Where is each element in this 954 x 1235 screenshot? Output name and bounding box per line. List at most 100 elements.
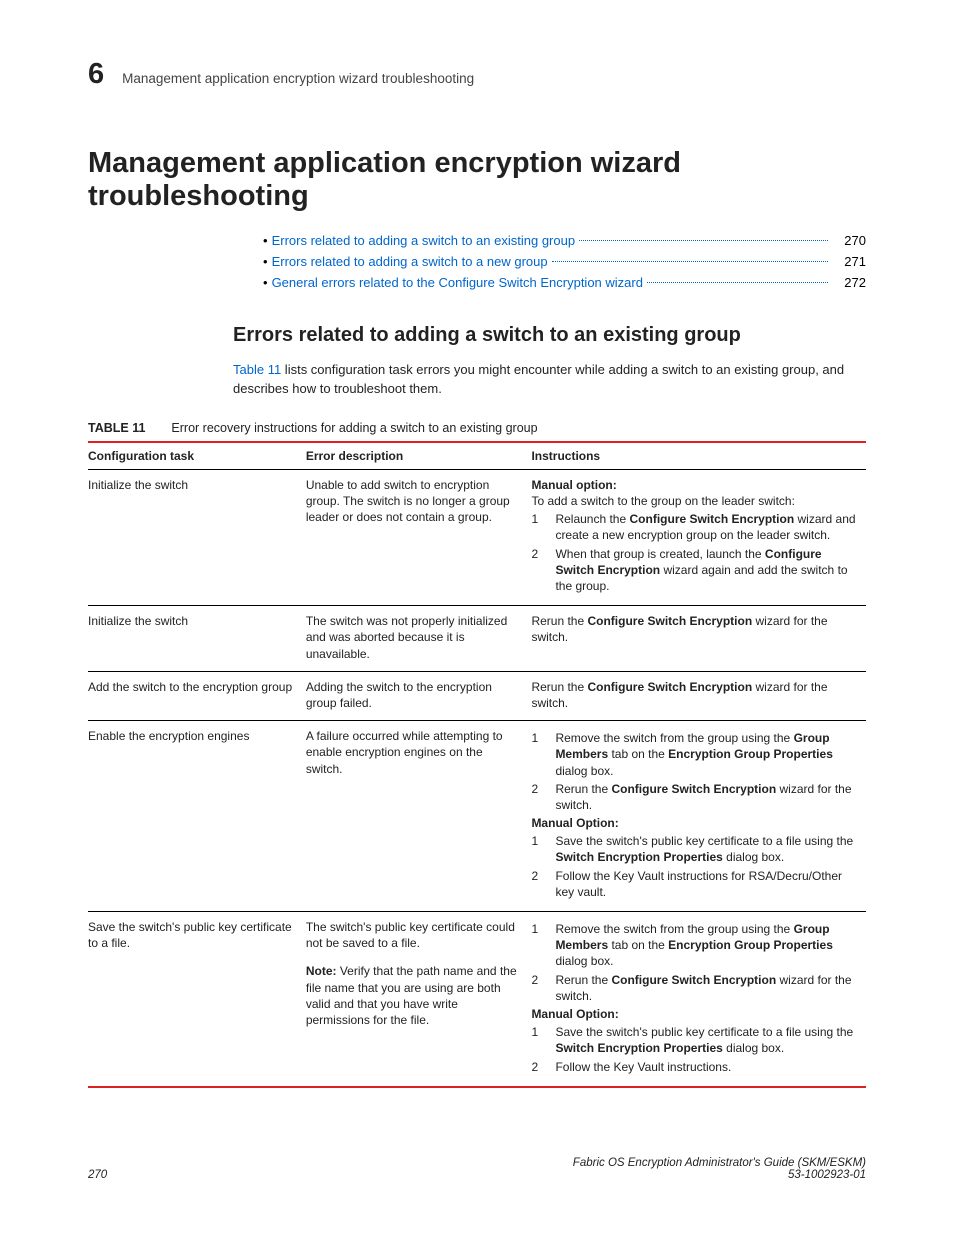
chapter-number: 6	[88, 58, 104, 91]
bold-term: Switch Encryption Properties	[555, 1041, 722, 1055]
list-text: Rerun the Configure Switch Encryption wi…	[555, 972, 856, 1004]
list-text: Remove the switch from the group using t…	[555, 921, 856, 970]
table-row: Add the switch to the encryption groupAd…	[88, 671, 866, 720]
list-item: 2When that group is created, launch the …	[531, 546, 856, 595]
list-number: 2	[531, 1059, 545, 1075]
table-row: Initialize the switchThe switch was not …	[88, 606, 866, 672]
bullet-icon: •	[263, 275, 268, 290]
table-row: Initialize the switchUnable to add switc…	[88, 469, 866, 605]
troubleshooting-table: Configuration task Error description Ins…	[88, 441, 866, 1088]
list-item: 2 Follow the Key Vault instructions.	[531, 1059, 856, 1075]
instruction-text: Rerun the Configure Switch Encryption wi…	[531, 679, 856, 711]
ordered-list: 1Remove the switch from the group using …	[531, 730, 856, 813]
footer-docnum: 53-1002923-01	[573, 1169, 866, 1181]
manual-option-label: Manual option:	[531, 478, 616, 492]
bold-term: Configure Switch Encryption	[555, 547, 821, 577]
section-heading: Errors related to adding a switch to an …	[233, 324, 866, 347]
note-label: Note:	[306, 964, 337, 978]
table-xref[interactable]: Table 11	[233, 362, 281, 377]
list-number: 2	[531, 781, 545, 813]
toc-leader	[579, 240, 828, 241]
list-text: Rerun the Configure Switch Encryption wi…	[555, 781, 856, 813]
running-head-text: Management application encryption wizard…	[122, 71, 474, 86]
table-label: TABLE 11	[88, 421, 145, 435]
instruction-lead: To add a switch to the group on the lead…	[531, 493, 856, 509]
bold-term: Configure Switch Encryption	[611, 973, 776, 987]
cell-instructions: Manual option:To add a switch to the gro…	[531, 469, 866, 605]
list-number: 1	[531, 921, 545, 970]
cell-task: Save the switch's public key certificate…	[88, 912, 306, 1087]
ordered-list: 1 Save the switch's public key certificat…	[531, 1024, 856, 1075]
list-item: 1Remove the switch from the group using …	[531, 730, 856, 779]
cell-task: Initialize the switch	[88, 469, 306, 605]
footer-title: Fabric OS Encryption Administrator's Gui…	[573, 1157, 866, 1169]
toc-leader	[647, 282, 828, 283]
list-item: 1 Relaunch the Configure Switch Encryptio…	[531, 511, 856, 543]
list-number: 1	[531, 1024, 545, 1056]
bold-term: Configure Switch Encryption	[611, 782, 776, 796]
list-item: 2Follow the Key Vault instructions for R…	[531, 868, 856, 900]
toc-entry: • General errors related to the Configure…	[263, 275, 866, 290]
bold-term: Configure Switch Encryption	[587, 614, 752, 628]
table-row: Save the switch's public key certificate…	[88, 912, 866, 1087]
instruction-text: Rerun the Configure Switch Encryption wi…	[531, 613, 856, 645]
page-footer: 270 Fabric OS Encryption Administrator's…	[88, 1157, 866, 1181]
footer-doc-info: Fabric OS Encryption Administrator's Gui…	[573, 1157, 866, 1181]
toc-leader	[552, 261, 828, 262]
cell-instructions: 1Remove the switch from the group using …	[531, 912, 866, 1087]
list-text: Follow the Key Vault instructions.	[555, 1059, 731, 1075]
cell-error: The switch's public key certificate coul…	[306, 912, 532, 1087]
bullet-icon: •	[263, 254, 268, 269]
toc-page-number: 270	[832, 233, 866, 248]
cell-task: Initialize the switch	[88, 606, 306, 672]
mini-toc: • Errors related to adding a switch to an…	[263, 233, 866, 290]
list-text: Remove the switch from the group using t…	[555, 730, 856, 779]
cell-instructions: Rerun the Configure Switch Encryption wi…	[531, 606, 866, 672]
toc-link[interactable]: Errors related to adding a switch to an …	[272, 233, 576, 248]
bold-term: Configure Switch Encryption	[587, 680, 752, 694]
list-number: 1	[531, 833, 545, 865]
list-text: When that group is created, launch the C…	[555, 546, 856, 595]
toc-link[interactable]: General errors related to the Configure …	[272, 275, 643, 290]
cell-error: A failure occurred while attempting to e…	[306, 721, 532, 912]
cell-error: The switch was not properly initialized …	[306, 606, 532, 672]
toc-entry: • Errors related to adding a switch to an…	[263, 233, 866, 248]
col-header-error: Error description	[306, 442, 532, 470]
list-item: 1 Save the switch's public key certificat…	[531, 833, 856, 865]
cell-task: Add the switch to the encryption group	[88, 671, 306, 720]
list-item: 1 Save the switch's public key certificat…	[531, 1024, 856, 1056]
list-item: 2Rerun the Configure Switch Encryption w…	[531, 972, 856, 1004]
list-number: 1	[531, 730, 545, 779]
bold-term: Encryption Group Properties	[668, 747, 833, 761]
toc-page-number: 272	[832, 275, 866, 290]
ordered-list: 1 Relaunch the Configure Switch Encryptio…	[531, 511, 856, 594]
cell-error: Adding the switch to the encryption grou…	[306, 671, 532, 720]
table-caption: TABLE 11Error recovery instructions for …	[88, 421, 866, 435]
col-header-instructions: Instructions	[531, 442, 866, 470]
cell-instructions: Rerun the Configure Switch Encryption wi…	[531, 671, 866, 720]
page-title: Management application encryption wizard…	[88, 147, 866, 213]
list-text: Save the switch's public key certificate…	[555, 1024, 856, 1056]
toc-entry: • Errors related to adding a switch to a …	[263, 254, 866, 269]
toc-page-number: 271	[832, 254, 866, 269]
bullet-icon: •	[263, 233, 268, 248]
bold-term: Switch Encryption Properties	[555, 850, 722, 864]
col-header-task: Configuration task	[88, 442, 306, 470]
list-text: Save the switch's public key certificate…	[555, 833, 856, 865]
intro-paragraph: Table 11 lists configuration task errors…	[233, 361, 866, 399]
bold-term: Encryption Group Properties	[668, 938, 833, 952]
error-block: The switch's public key certificate coul…	[306, 919, 522, 951]
list-item: 2 Rerun the Configure Switch Encryption w…	[531, 781, 856, 813]
list-text: Relaunch the Configure Switch Encryption…	[555, 511, 856, 543]
error-block: Note: Verify that the path name and the …	[306, 963, 522, 1028]
bold-term: Configure Switch Encryption	[630, 512, 795, 526]
ordered-list: 1 Save the switch's public key certificat…	[531, 833, 856, 900]
list-number: 1	[531, 511, 545, 543]
toc-link[interactable]: Errors related to adding a switch to a n…	[272, 254, 548, 269]
table-row: Enable the encryption enginesA failure o…	[88, 721, 866, 912]
list-number: 2	[531, 868, 545, 900]
running-header: 6 Management application encryption wiza…	[88, 58, 866, 91]
page-number: 270	[88, 1169, 107, 1181]
list-item: 1Remove the switch from the group using …	[531, 921, 856, 970]
intro-text: lists configuration task errors you migh…	[233, 362, 844, 396]
